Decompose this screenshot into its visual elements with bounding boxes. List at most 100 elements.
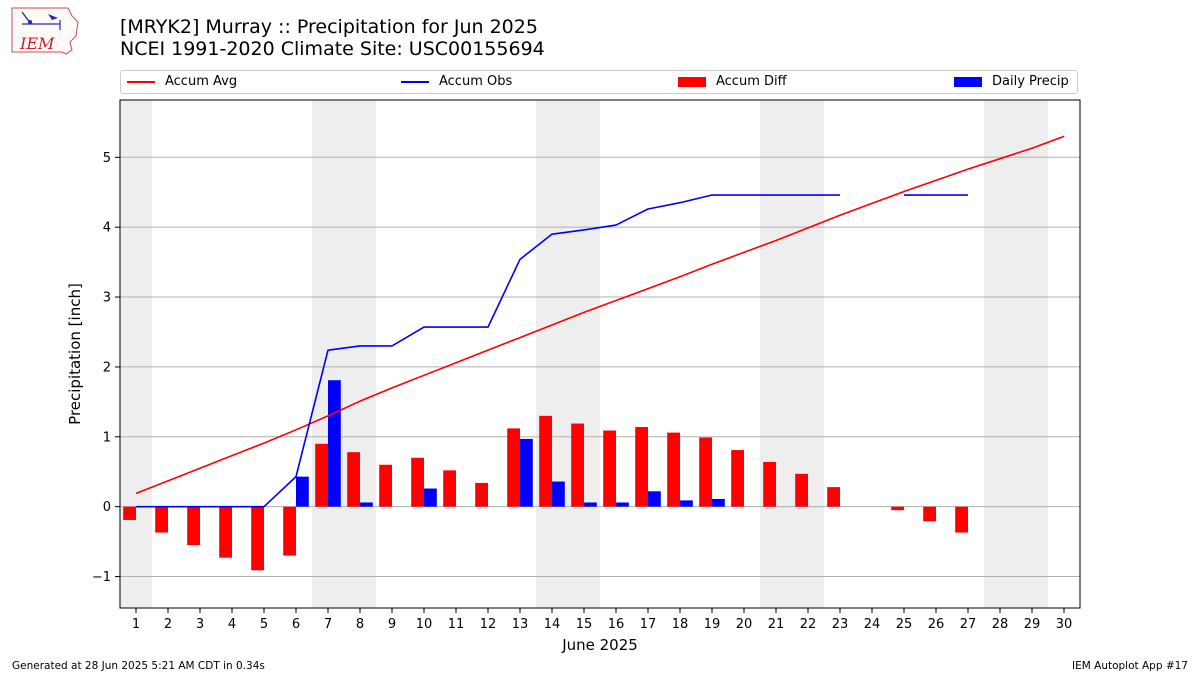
- legend-label-accum-avg: Accum Avg: [165, 74, 238, 89]
- title-line-1: [MRYK2] Murray :: Precipitation for Jun …: [120, 16, 538, 38]
- accum-diff-bar: [635, 427, 648, 507]
- accum-diff-bar: [571, 423, 584, 507]
- x-tick-label: 25: [896, 617, 913, 632]
- legend: Accum Avg Accum Obs Accum Diff Daily Pre…: [120, 70, 1078, 94]
- y-tick-label: 1: [103, 430, 111, 445]
- accum-diff-bar: [923, 506, 936, 522]
- y-tick-label: −1: [92, 570, 111, 585]
- x-axis-ticks: 1 2 3 4 5 6 7 8 9 10 11 12 13 14 15 16 17 18 19 20 21 22 23 24 2…: [132, 608, 1072, 632]
- x-tick-label: 16: [608, 617, 625, 632]
- x-axis-label: June 2025: [561, 636, 638, 654]
- accum-diff-bar: [827, 487, 840, 507]
- y-axis-label: Precipitation [inch]: [66, 283, 84, 425]
- daily-precip-bar: [360, 502, 373, 507]
- legend-swatch-accum-obs: [401, 80, 429, 83]
- x-tick-label: 13: [512, 617, 529, 632]
- legend-item-accum-diff: Accum Diff: [678, 74, 787, 89]
- y-tick-label: 3: [103, 291, 111, 306]
- x-tick-label: 21: [768, 617, 785, 632]
- legend-item-accum-obs: Accum Obs: [401, 74, 512, 89]
- accum-avg-line: [135, 135, 1065, 495]
- accum-diff-bar: [123, 506, 136, 520]
- legend-item-daily-precip: Daily Precip: [954, 74, 1069, 89]
- x-tick-label: 2: [164, 617, 172, 632]
- accum-obs-line: [136, 194, 840, 508]
- y-tick-label: 5: [103, 151, 111, 166]
- title-line-2: NCEI 1991-2020 Climate Site: USC00155694: [120, 38, 545, 60]
- accum-diff-bar: [475, 482, 488, 507]
- x-tick-label: 22: [800, 617, 817, 632]
- accum-diff-bar: [315, 443, 328, 507]
- logo-text: IEM: [19, 34, 55, 53]
- legend-swatch-accum-diff: [678, 76, 706, 87]
- x-tick-label: 19: [704, 617, 721, 632]
- accum-diff-bar: [219, 506, 232, 558]
- weekend-span: [312, 100, 376, 608]
- accum-diff-bar: [603, 430, 616, 507]
- x-tick-label: 6: [292, 617, 300, 632]
- plot-frame: [119, 99, 1081, 609]
- lines: [135, 135, 1065, 508]
- weekend-span: [120, 100, 152, 608]
- daily-precip-bar: [584, 502, 597, 507]
- x-tick-label: 18: [672, 617, 689, 632]
- accum-diff-bar: [187, 506, 200, 546]
- daily-precip-bar: [424, 488, 437, 507]
- x-tick-label: 27: [960, 617, 977, 632]
- x-tick-label: 29: [1024, 617, 1041, 632]
- daily-precip-bar: [552, 481, 565, 507]
- x-tick-label: 17: [640, 617, 657, 632]
- accum-diff-bar: [763, 461, 776, 507]
- legend-item-accum-avg: Accum Avg: [127, 74, 237, 89]
- x-tick-label: 24: [864, 617, 881, 632]
- x-tick-label: 8: [356, 617, 364, 632]
- y-tick-label: 2: [103, 360, 111, 375]
- accum-diff-bar: [699, 437, 712, 507]
- accum-diff-bar: [539, 415, 552, 507]
- accum-diff-bar: [411, 457, 424, 507]
- accum-diff-bar: [507, 428, 520, 507]
- x-tick-label: 10: [416, 617, 433, 632]
- daily-precip-bar: [616, 502, 629, 507]
- legend-label-daily-precip: Daily Precip: [992, 74, 1069, 89]
- daily-precip-bar: [712, 498, 725, 507]
- x-tick-label: 11: [448, 617, 465, 632]
- y-tick-label: 4: [103, 221, 111, 236]
- x-tick-label: 9: [388, 617, 396, 632]
- daily-precip-bar: [648, 491, 661, 507]
- app-note: IEM Autoplot App #17: [1072, 660, 1188, 672]
- legend-swatch-accum-avg: [127, 80, 155, 83]
- x-tick-label: 7: [324, 617, 332, 632]
- iem-logo-graphic: IEM: [11, 7, 79, 55]
- x-tick-label: 30: [1056, 617, 1073, 632]
- y-tick-label: 0: [103, 500, 111, 515]
- daily-precip-bar: [680, 500, 693, 507]
- accum-diff-bar: [347, 452, 360, 507]
- accum-diff-bar: [667, 432, 680, 507]
- x-tick-label: 28: [992, 617, 1009, 632]
- x-tick-label: 12: [480, 617, 497, 632]
- y-axis-ticks: −1 0 1 2 3 4 5: [92, 151, 120, 585]
- x-tick-label: 15: [576, 617, 593, 632]
- accum-diff-bar: [155, 506, 168, 533]
- x-tick-label: 20: [736, 617, 753, 632]
- x-tick-label: 3: [196, 617, 204, 632]
- legend-swatch-daily-precip: [954, 76, 982, 87]
- accum-diff-bar: [379, 464, 392, 507]
- weekend-shading: [120, 100, 1048, 608]
- accum-diff-bar: [795, 473, 808, 507]
- chart-title: [MRYK2] Murray :: Precipitation for Jun …: [120, 16, 545, 60]
- accum-diff-bar: [955, 506, 968, 533]
- x-tick-label: 5: [260, 617, 268, 632]
- x-tick-label: 4: [228, 617, 236, 632]
- daily-precip-bar: [520, 438, 533, 507]
- accum-diff-bar: [731, 450, 744, 507]
- legend-label-accum-obs: Accum Obs: [439, 74, 513, 89]
- x-tick-label: 26: [928, 617, 945, 632]
- accum-diff-bar: [891, 506, 904, 511]
- daily-precip-bar: [296, 476, 309, 507]
- x-tick-label: 23: [832, 617, 849, 632]
- generated-note: Generated at 28 Jun 2025 5:21 AM CDT in …: [12, 660, 265, 672]
- daily-precip-bar: [328, 380, 341, 507]
